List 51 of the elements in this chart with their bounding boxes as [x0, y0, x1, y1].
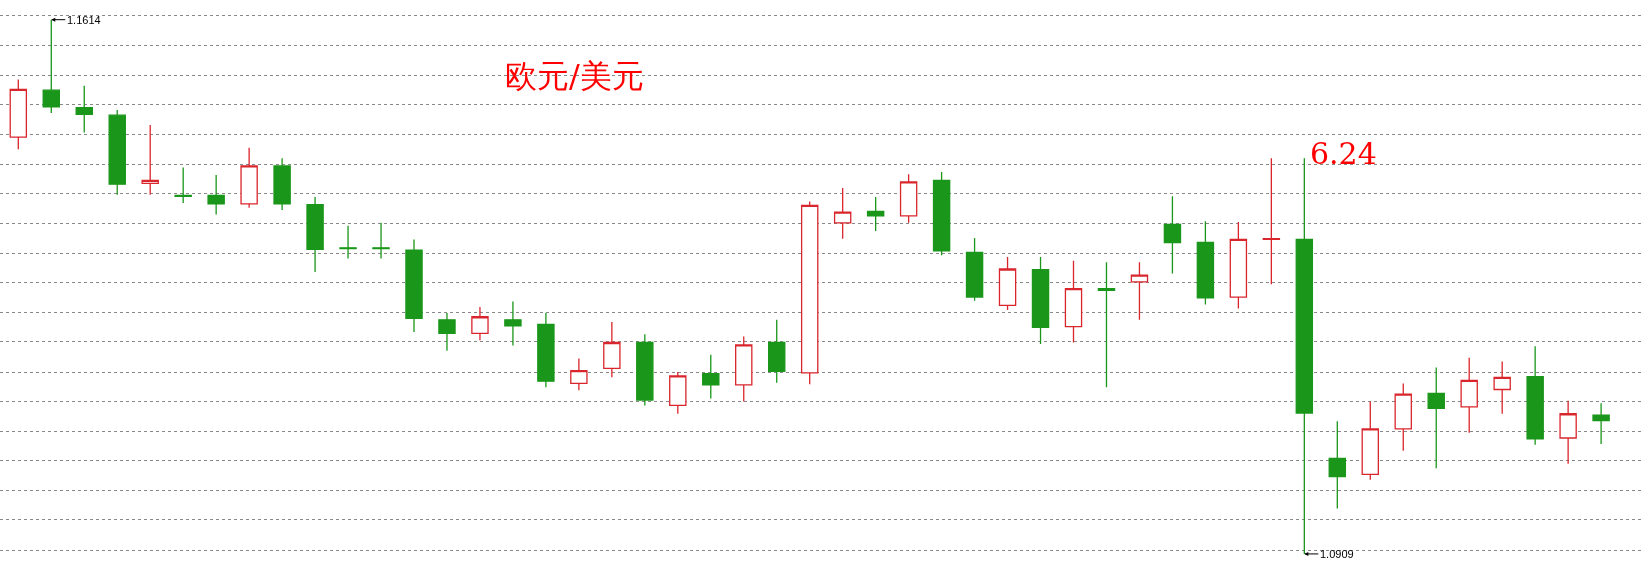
- candlestick: [273, 157, 291, 211]
- candlestick: [833, 187, 852, 240]
- candlestick: [174, 166, 192, 204]
- candlestick: [1394, 382, 1412, 452]
- candlestick: [735, 335, 753, 403]
- candlestick: [1328, 420, 1347, 510]
- candlestick: [1493, 360, 1511, 415]
- candlestick: [1427, 366, 1445, 469]
- candlestick: [603, 321, 621, 379]
- candlestick: [207, 174, 225, 216]
- candlestick: [471, 306, 489, 341]
- candlestick: [1559, 400, 1577, 465]
- candlestick: [768, 319, 786, 384]
- candlestick: [1196, 220, 1215, 306]
- annotation: 1.1614: [67, 14, 101, 26]
- candlestick: [702, 353, 720, 400]
- candlestick: [800, 200, 819, 385]
- candlestick: [1592, 402, 1610, 445]
- candlestick: [141, 124, 159, 196]
- candlestick: [998, 256, 1017, 311]
- candlestick: [339, 225, 357, 260]
- candlestick: [1526, 345, 1544, 446]
- candlestick: [1361, 400, 1379, 481]
- annotation: 6.24: [1310, 136, 1377, 171]
- candlestick: [932, 171, 951, 257]
- candlestick: [1064, 260, 1083, 344]
- candlestick: [1097, 261, 1116, 388]
- candlestick: [1460, 357, 1478, 434]
- candlestick: [75, 84, 93, 134]
- candlestick: [537, 312, 555, 388]
- candlestick: [405, 238, 423, 333]
- candlestick: [306, 196, 324, 273]
- candlestick: [438, 312, 456, 352]
- candlestick: [1031, 256, 1050, 345]
- candlestick: [504, 300, 522, 347]
- candlestick: [240, 147, 258, 209]
- candlestick: [9, 78, 28, 150]
- candlestick: [899, 173, 918, 224]
- candlestick: [570, 357, 588, 391]
- candlestick: [636, 333, 654, 407]
- candlestick: [669, 371, 687, 415]
- text: 欧元/美元: [504, 57, 644, 96]
- candlestick: [1163, 195, 1182, 275]
- candlestick: [372, 222, 390, 260]
- candlestick: [1262, 157, 1281, 285]
- candlestick: [965, 237, 984, 302]
- candlestick: [108, 109, 126, 196]
- candlestick: [866, 196, 885, 232]
- annotation: 1.0909: [1320, 548, 1354, 560]
- candlestick: [1229, 221, 1248, 310]
- candlestick: [1130, 261, 1149, 321]
